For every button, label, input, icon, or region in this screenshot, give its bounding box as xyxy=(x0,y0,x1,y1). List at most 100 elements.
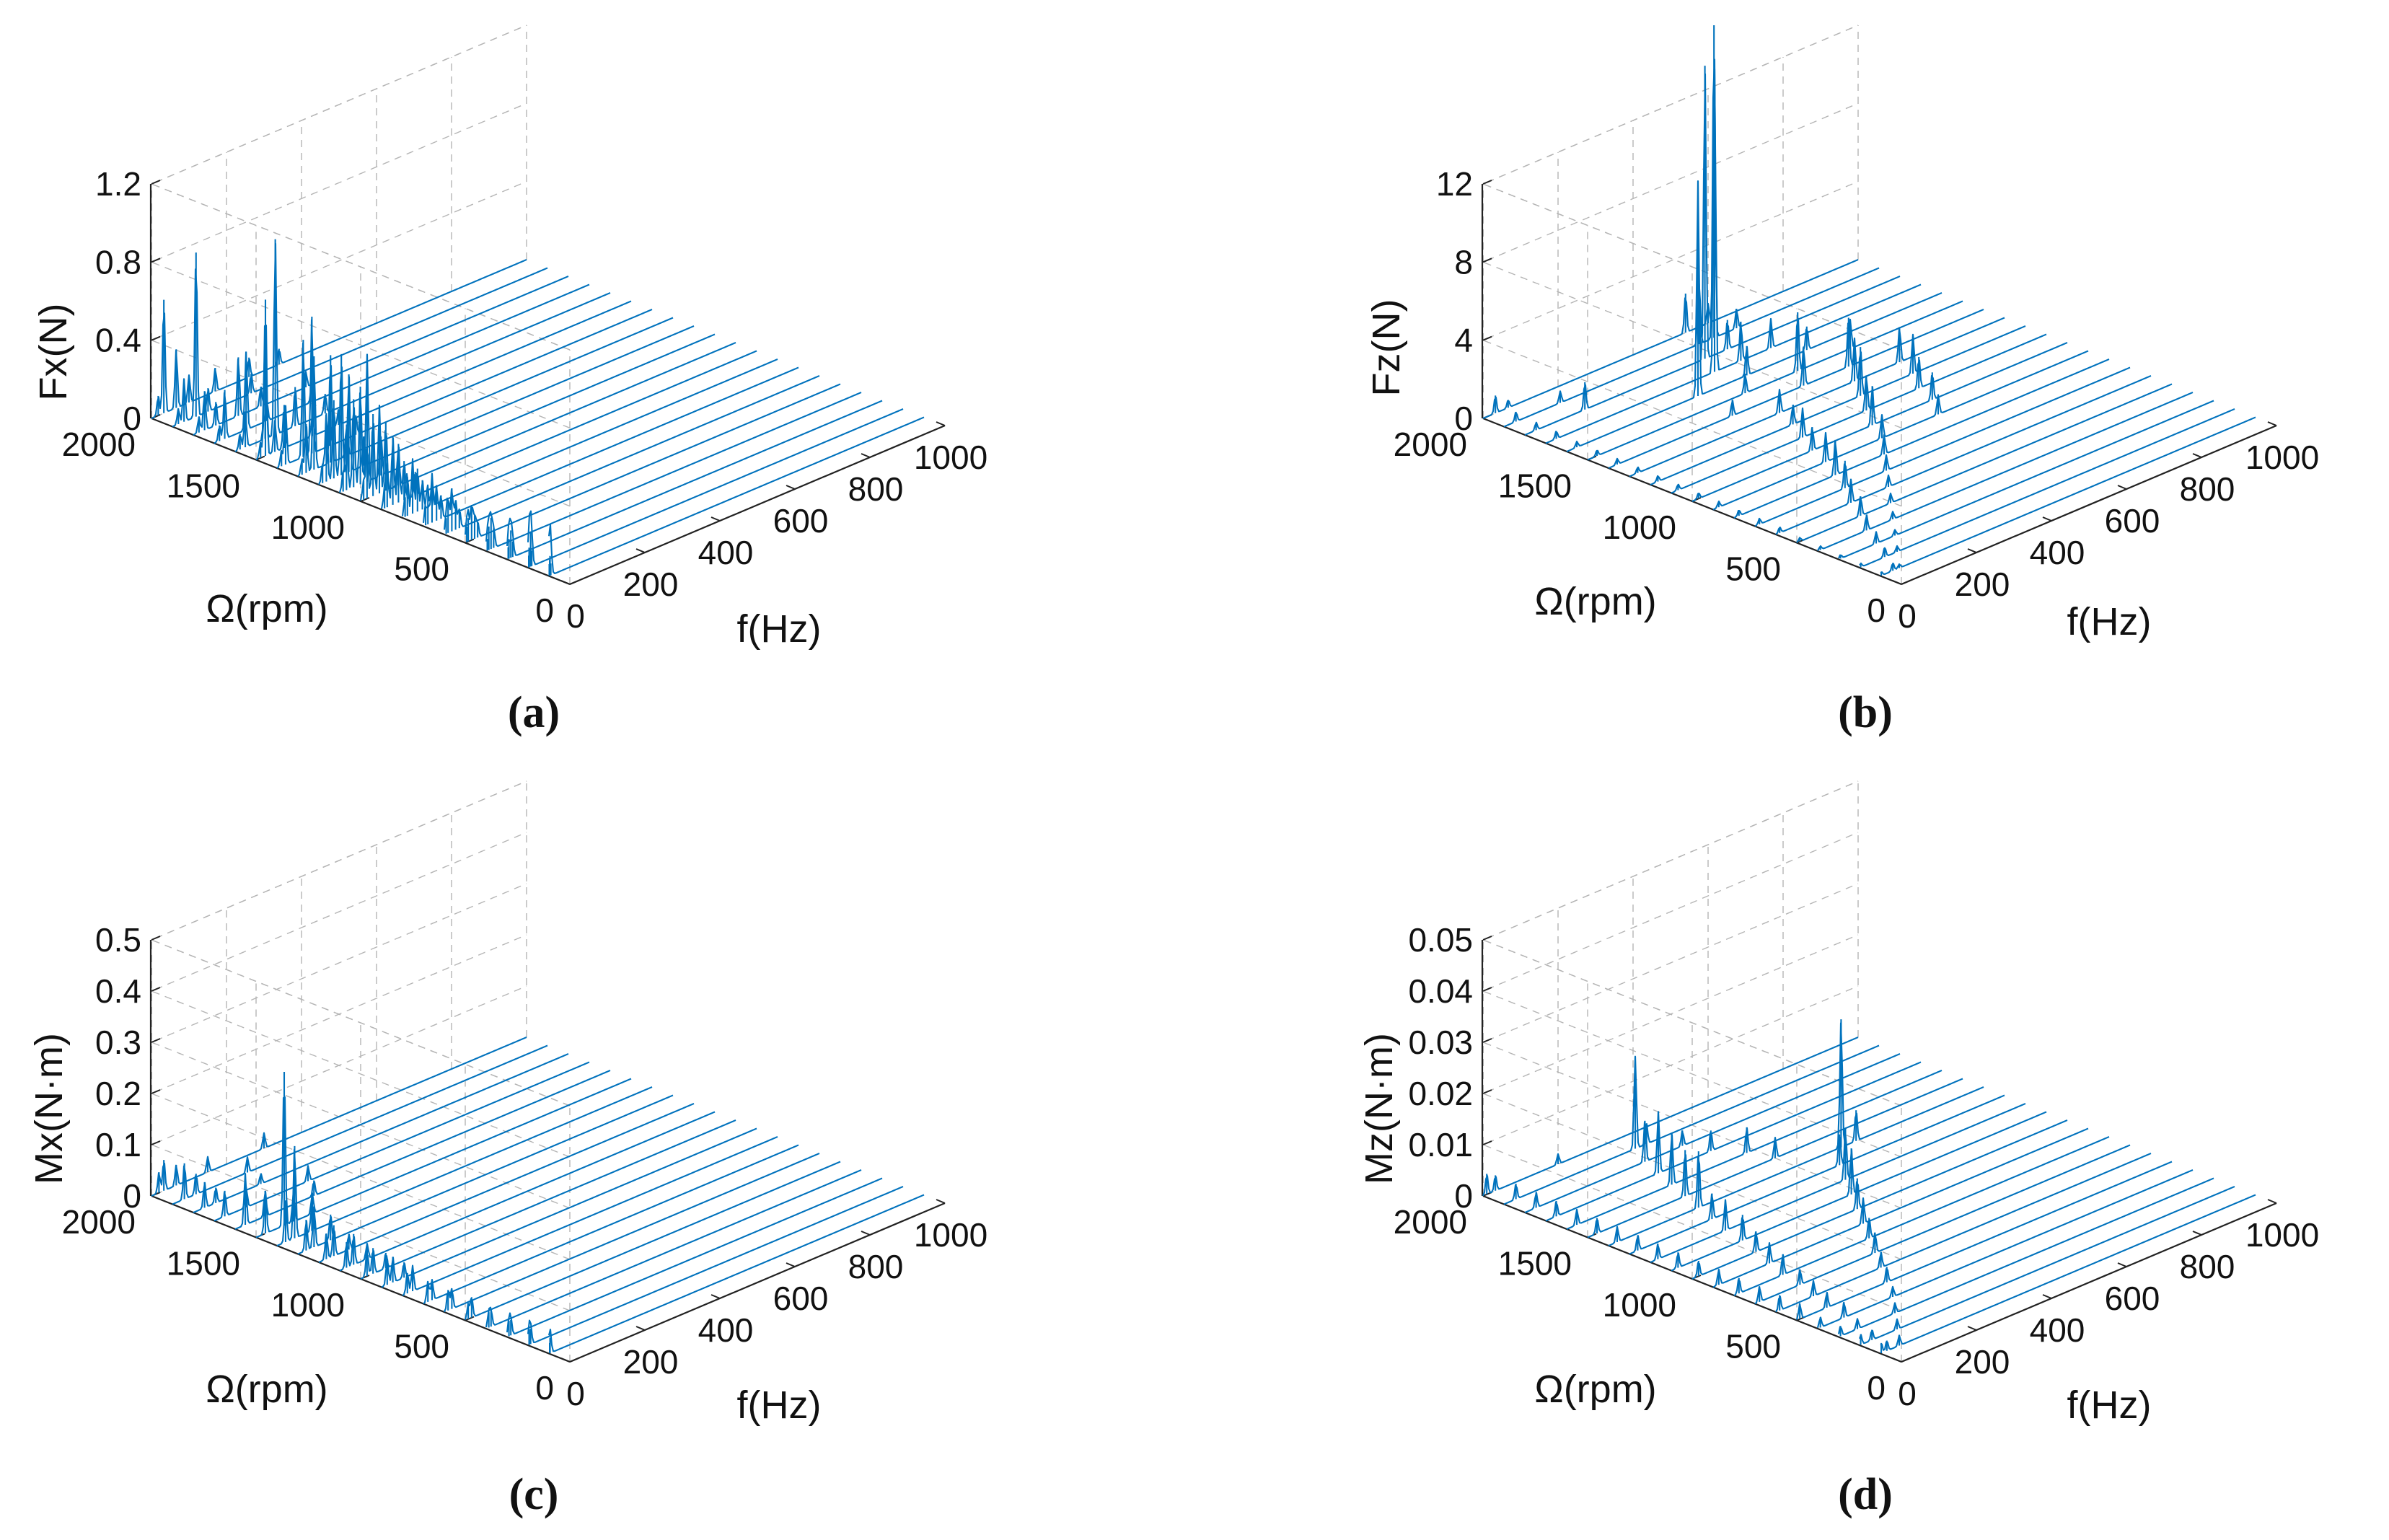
trace-c-4 xyxy=(234,1070,611,1230)
trace-d-7 xyxy=(1629,1094,2005,1255)
ytick-c-0: 0 xyxy=(535,1369,554,1407)
trace-c-11 xyxy=(381,1127,757,1288)
caption-b: (b) xyxy=(1838,688,1893,737)
ztick-c-0: 0 xyxy=(123,1177,141,1215)
xtick-c-2: 400 xyxy=(698,1311,754,1349)
trace-b-18 xyxy=(1859,408,2235,567)
ztick-mark-a-1 xyxy=(151,335,161,341)
f-axis-b xyxy=(1901,424,2277,586)
trace-a-13 xyxy=(422,366,799,524)
xtick-mark-d-4 xyxy=(2192,1231,2202,1236)
zlabel-c: Mx(N·m) xyxy=(27,1033,71,1184)
xtick-mark-a-5 xyxy=(936,421,946,426)
ztick-mark-c-1 xyxy=(151,1140,161,1145)
trace-a-5 xyxy=(255,300,632,461)
trace-c-17 xyxy=(506,1177,883,1335)
ylabel-a: Ω(rpm) xyxy=(206,587,327,630)
grid-z-a-2 xyxy=(150,102,571,428)
ztick-d-3: 0.03 xyxy=(1408,1024,1473,1061)
ztick-mark-d-1 xyxy=(1482,1140,1492,1145)
ztick-mark-c-2 xyxy=(151,1089,161,1094)
trace-a-19 xyxy=(547,416,925,575)
grid-z-a-1 xyxy=(150,181,571,507)
grid-z-c-2 xyxy=(150,934,571,1260)
ztick-a-1: 0.4 xyxy=(95,322,141,359)
trace-d-16 xyxy=(1816,1169,2194,1328)
ytick-mark-a-1 xyxy=(465,538,475,544)
trace-b-9 xyxy=(1671,333,2047,494)
ztick-mark-c-5 xyxy=(151,936,161,941)
trace-a-16 xyxy=(485,392,862,547)
ylabel-d: Ω(rpm) xyxy=(1534,1368,1656,1411)
xtick-mark-a-1 xyxy=(635,548,646,553)
traces-b xyxy=(1482,25,2256,576)
grid-z-c-1 xyxy=(150,985,571,1311)
trace-d-12 xyxy=(1733,1136,2110,1296)
xtick-mark-c-1 xyxy=(635,1326,646,1331)
ytick-d-4: 2000 xyxy=(1394,1203,1467,1241)
xtick-a-3: 600 xyxy=(773,502,829,540)
trace-b-10 xyxy=(1691,342,2068,502)
trace-c-16 xyxy=(485,1169,862,1328)
xtick-a-1: 200 xyxy=(623,566,679,603)
trace-d-3 xyxy=(1545,1061,1922,1222)
xlabel-b: f(Hz) xyxy=(2067,600,2152,643)
trace-b-14 xyxy=(1775,375,2152,535)
trace-c-10 xyxy=(360,1119,736,1280)
trace-b-16 xyxy=(1817,392,2194,551)
grid-z-b-1 xyxy=(1482,181,1902,507)
ytick-mark-d-0 xyxy=(1901,1358,1911,1363)
ytick-b-0: 0 xyxy=(1867,591,1886,629)
trace-b-7 xyxy=(1629,317,2005,478)
trace-d-14 xyxy=(1775,1153,2152,1313)
ytick-c-1: 500 xyxy=(394,1328,449,1365)
ytick-d-1: 500 xyxy=(1725,1328,1781,1365)
trace-d-1 xyxy=(1503,1044,1880,1205)
ztick-c-5: 0.5 xyxy=(95,921,141,959)
trace-c-5 xyxy=(255,1078,632,1238)
trace-b-4 xyxy=(1566,180,1943,452)
caption-a: (a) xyxy=(508,688,560,737)
xtick-b-3: 600 xyxy=(2105,502,2160,540)
ztick-d-1: 0.01 xyxy=(1408,1126,1473,1163)
grid-top-c xyxy=(150,780,571,1106)
grid-top-b xyxy=(1482,25,1902,351)
xtick-mark-c-3 xyxy=(786,1262,796,1267)
grid-z-d-4 xyxy=(1482,832,1902,1158)
trace-d-11 xyxy=(1712,1127,2089,1288)
xtick-d-1: 200 xyxy=(1955,1343,2010,1381)
grid-z-c-3 xyxy=(150,883,571,1209)
ytick-mark-b-0 xyxy=(1901,580,1911,585)
grid-top-d xyxy=(1482,780,1902,1106)
ztick-b-2: 8 xyxy=(1454,243,1473,281)
trace-b-11 xyxy=(1712,350,2089,511)
trace-a-2 xyxy=(193,276,569,436)
trace-c-18 xyxy=(527,1186,904,1343)
xtick-b-1: 200 xyxy=(1955,566,2010,603)
xtick-mark-b-3 xyxy=(2117,485,2127,490)
ztick-c-3: 0.3 xyxy=(95,1024,141,1061)
grid-z-d-1 xyxy=(1482,985,1902,1311)
trace-d-4 xyxy=(1566,1070,1943,1230)
trace-c-19 xyxy=(547,1194,925,1352)
xtick-d-4: 800 xyxy=(2180,1248,2235,1285)
ztick-d-4: 0.04 xyxy=(1408,972,1473,1010)
ytick-a-1: 500 xyxy=(394,550,449,588)
trace-c-7 xyxy=(297,1094,674,1255)
grid-top-a xyxy=(150,25,571,351)
xtick-mark-b-4 xyxy=(2192,453,2202,458)
ytick-b-4: 2000 xyxy=(1394,426,1467,463)
ztick-b-0: 0 xyxy=(1454,400,1473,437)
caption-c: (c) xyxy=(509,1470,559,1519)
xtick-mark-b-1 xyxy=(1967,548,1977,553)
xtick-d-2: 400 xyxy=(2030,1311,2085,1349)
xtick-a-5: 1000 xyxy=(914,439,987,476)
trace-a-3 xyxy=(214,283,590,444)
ztick-mark-d-2 xyxy=(1482,1089,1492,1094)
ytick-c-4: 2000 xyxy=(62,1203,136,1241)
ytick-a-3: 1500 xyxy=(167,467,240,505)
xtick-b-5: 1000 xyxy=(2245,439,2319,476)
xlabel-c: f(Hz) xyxy=(737,1383,822,1427)
